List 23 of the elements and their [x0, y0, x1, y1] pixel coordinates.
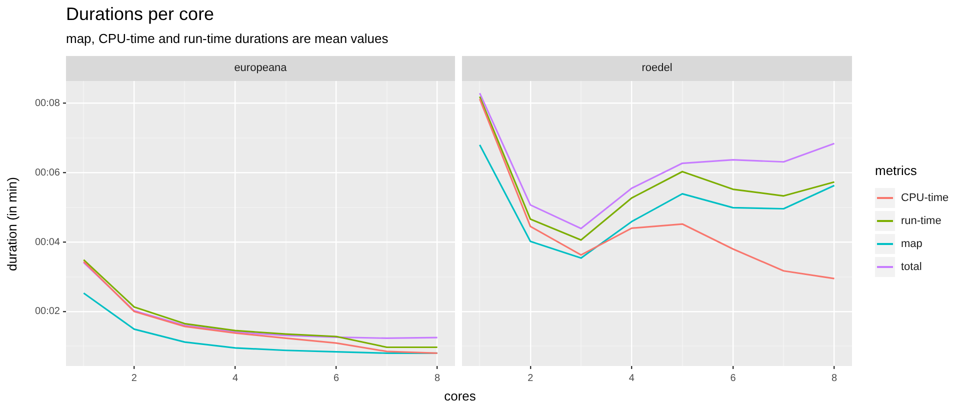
x-tick-label: 6	[730, 372, 736, 384]
x-tick-label: 2	[528, 372, 534, 384]
x-axis-title: cores	[444, 388, 476, 404]
legend-label: run-time	[901, 214, 942, 226]
text: roedel	[462, 56, 852, 81]
text: europeana	[66, 56, 455, 81]
y-axis-title: duration (in min)	[4, 177, 20, 271]
y-tick-label: 00:02	[34, 306, 60, 318]
x-tick-label: 8	[831, 372, 838, 384]
y-tick-label: 00:08	[34, 98, 60, 109]
y-tick-label: 00:06	[34, 167, 60, 178]
legend-label: CPU-time	[901, 192, 949, 204]
x-tick-label: 8	[434, 372, 441, 384]
chart-title: Durations per core	[66, 4, 214, 25]
x-tick-label: 2	[131, 372, 138, 384]
legend-label: total	[901, 260, 922, 272]
x-tick-label: 4	[628, 372, 635, 384]
x-tick-label: 4	[232, 372, 238, 384]
chart-subtitle: map, CPU-time and run-time durations are mean values	[66, 31, 388, 46]
x-tick-label: 6	[334, 372, 340, 384]
legend-label: map	[901, 238, 922, 250]
y-tick-label: 00:04	[34, 236, 60, 248]
legend-title: metrics	[875, 163, 918, 178]
